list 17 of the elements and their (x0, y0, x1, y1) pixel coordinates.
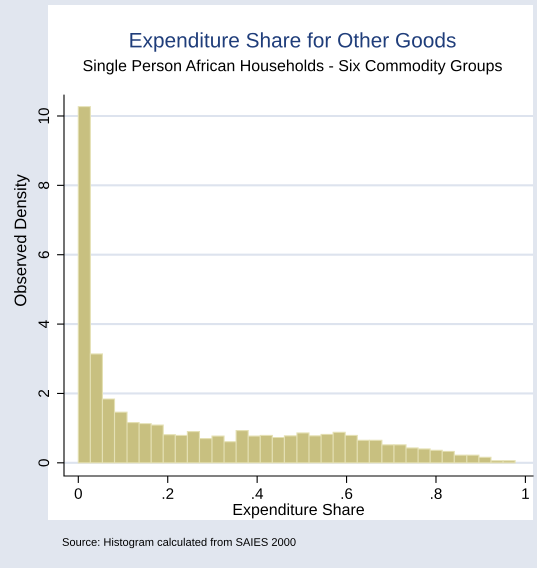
text: Single Person African Households - Six Commodity Groups (83, 60, 502, 74)
x-tick-label: 1 (522, 488, 529, 499)
y-tick-label: 4 (38, 320, 50, 328)
x-tick-label: .6 (342, 488, 352, 500)
x-tick-label: .2 (162, 488, 174, 499)
text: Expenditure Share for Other Goods (130, 32, 456, 52)
y-tick-label: 2 (38, 390, 50, 397)
y-tick-label: 0 (38, 459, 50, 466)
y-tick-label: 6 (38, 251, 50, 258)
y-axis-title: Observed Density (14, 174, 30, 306)
x-axis-title: Expenditure Share (234, 503, 364, 518)
source-note: Source: Histogram calculated from SAIES 2000 (62, 538, 296, 548)
y-tick-label: 10 (38, 108, 50, 124)
x-tick-label: .4 (252, 488, 264, 499)
y-tick-label: 8 (38, 182, 50, 189)
x-tick-label: .8 (431, 488, 442, 500)
x-tick-label: 0 (74, 488, 82, 500)
